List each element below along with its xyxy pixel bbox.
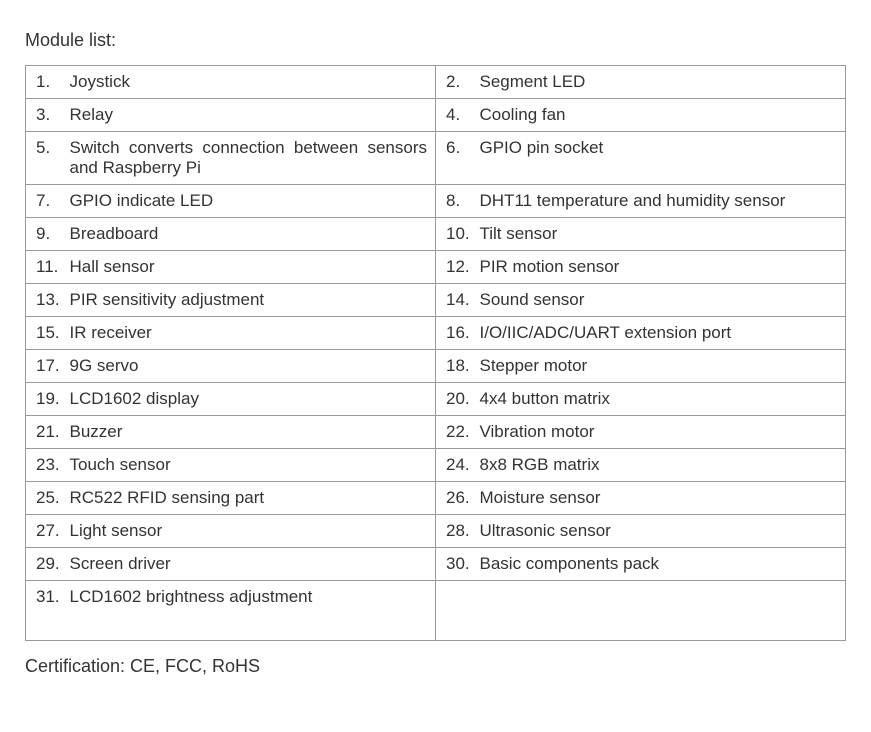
item-number: 27. bbox=[26, 515, 70, 548]
module-list-header: Module list: bbox=[25, 30, 846, 51]
table-row: 13.PIR sensitivity adjustment14.Sound se… bbox=[26, 284, 846, 317]
item-number: 15. bbox=[26, 317, 70, 350]
item-text: Stepper motor bbox=[480, 350, 846, 383]
table-row: 31.LCD1602 brightness adjustment bbox=[26, 581, 846, 641]
item-text: 4x4 button matrix bbox=[480, 383, 846, 416]
item-number: 21. bbox=[26, 416, 70, 449]
item-number: 14. bbox=[436, 284, 480, 317]
item-number: 20. bbox=[436, 383, 480, 416]
item-text: I/O/IIC/ADC/UART extension port bbox=[480, 317, 846, 350]
item-number: 24. bbox=[436, 449, 480, 482]
item-number: 30. bbox=[436, 548, 480, 581]
item-text: LCD1602 brightness adjustment bbox=[70, 581, 436, 641]
item-text bbox=[480, 581, 846, 641]
table-row: 11.Hall sensor12.PIR motion sensor bbox=[26, 251, 846, 284]
table-row: 15.IR receiver16.I/O/IIC/ADC/UART extens… bbox=[26, 317, 846, 350]
item-text: PIR sensitivity adjustment bbox=[70, 284, 436, 317]
item-text: Touch sensor bbox=[70, 449, 436, 482]
item-text: DHT11 temperature and humidity sensor bbox=[480, 185, 846, 218]
item-text: Screen driver bbox=[70, 548, 436, 581]
item-text: PIR motion sensor bbox=[480, 251, 846, 284]
item-number: 29. bbox=[26, 548, 70, 581]
table-row: 7.GPIO indicate LED8.DHT11 temperature a… bbox=[26, 185, 846, 218]
item-number: 12. bbox=[436, 251, 480, 284]
item-number: 23. bbox=[26, 449, 70, 482]
table-row: 25.RC522 RFID sensing part26.Moisture se… bbox=[26, 482, 846, 515]
item-text: Tilt sensor bbox=[480, 218, 846, 251]
item-text: IR receiver bbox=[70, 317, 436, 350]
item-text: Ultrasonic sensor bbox=[480, 515, 846, 548]
item-text: 9G servo bbox=[70, 350, 436, 383]
item-text: Sound sensor bbox=[480, 284, 846, 317]
item-number: 10. bbox=[436, 218, 480, 251]
item-number: 3. bbox=[26, 99, 70, 132]
item-number bbox=[436, 581, 480, 641]
item-text: Moisture sensor bbox=[480, 482, 846, 515]
item-number: 4. bbox=[436, 99, 480, 132]
item-number: 13. bbox=[26, 284, 70, 317]
module-list-table: 1.Joystick2.Segment LED3.Relay4.Cooling … bbox=[25, 65, 846, 641]
item-text: Vibration motor bbox=[480, 416, 846, 449]
item-number: 1. bbox=[26, 66, 70, 99]
item-text: GPIO pin socket bbox=[480, 132, 846, 185]
item-number: 17. bbox=[26, 350, 70, 383]
certification-footer: Certification: CE, FCC, RoHS bbox=[25, 656, 846, 677]
item-text: LCD1602 display bbox=[70, 383, 436, 416]
item-text: Basic components pack bbox=[480, 548, 846, 581]
item-number: 31. bbox=[26, 581, 70, 641]
item-number: 26. bbox=[436, 482, 480, 515]
item-text: Switch converts connection between senso… bbox=[70, 132, 436, 185]
item-number: 11. bbox=[26, 251, 70, 284]
item-text: Breadboard bbox=[70, 218, 436, 251]
item-number: 7. bbox=[26, 185, 70, 218]
item-text: GPIO indicate LED bbox=[70, 185, 436, 218]
table-row: 5.Switch converts connection between sen… bbox=[26, 132, 846, 185]
item-text: Light sensor bbox=[70, 515, 436, 548]
table-row: 23.Touch sensor24.8x8 RGB matrix bbox=[26, 449, 846, 482]
table-row: 3.Relay4.Cooling fan bbox=[26, 99, 846, 132]
item-number: 9. bbox=[26, 218, 70, 251]
item-number: 18. bbox=[436, 350, 480, 383]
item-number: 16. bbox=[436, 317, 480, 350]
item-text: Buzzer bbox=[70, 416, 436, 449]
table-row: 27.Light sensor28.Ultrasonic sensor bbox=[26, 515, 846, 548]
table-row: 1.Joystick2.Segment LED bbox=[26, 66, 846, 99]
table-row: 17.9G servo18.Stepper motor bbox=[26, 350, 846, 383]
item-number: 6. bbox=[436, 132, 480, 185]
item-number: 25. bbox=[26, 482, 70, 515]
table-row: 9.Breadboard10.Tilt sensor bbox=[26, 218, 846, 251]
item-text: Segment LED bbox=[480, 66, 846, 99]
item-number: 5. bbox=[26, 132, 70, 185]
table-row: 21.Buzzer22.Vibration motor bbox=[26, 416, 846, 449]
item-text: 8x8 RGB matrix bbox=[480, 449, 846, 482]
item-number: 19. bbox=[26, 383, 70, 416]
item-text: Hall sensor bbox=[70, 251, 436, 284]
item-text: Cooling fan bbox=[480, 99, 846, 132]
item-text: Joystick bbox=[70, 66, 436, 99]
item-number: 8. bbox=[436, 185, 480, 218]
item-text: Relay bbox=[70, 99, 436, 132]
item-number: 28. bbox=[436, 515, 480, 548]
table-row: 29.Screen driver30.Basic components pack bbox=[26, 548, 846, 581]
table-row: 19.LCD1602 display20.4x4 button matrix bbox=[26, 383, 846, 416]
item-number: 2. bbox=[436, 66, 480, 99]
item-number: 22. bbox=[436, 416, 480, 449]
item-text: RC522 RFID sensing part bbox=[70, 482, 436, 515]
